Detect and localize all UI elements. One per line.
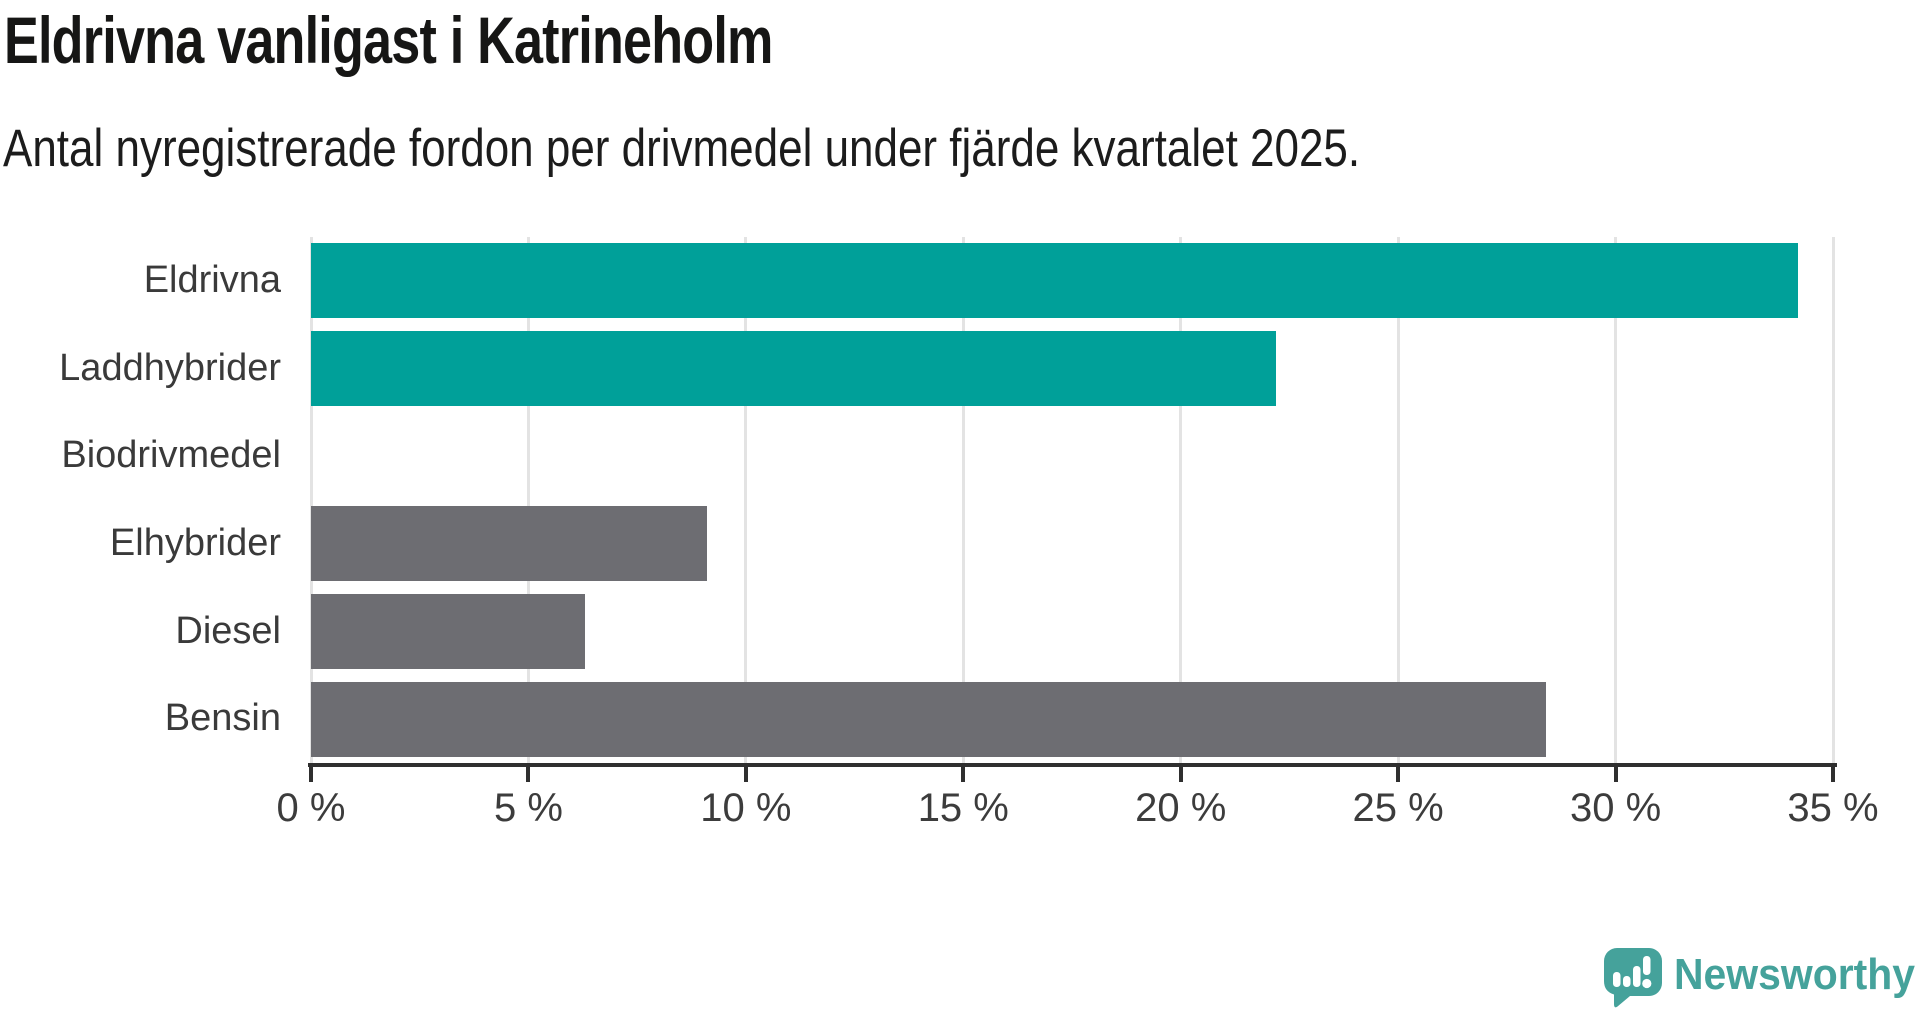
- x-tick-35: [1831, 765, 1835, 782]
- x-tick-label-25: 25 %: [1352, 786, 1444, 830]
- x-tick-label-30: 30 %: [1569, 786, 1662, 830]
- category-label-bensin: Bensin: [164, 697, 281, 740]
- bar-bensin: [311, 681, 1546, 757]
- bar-diesel: [311, 594, 585, 669]
- category-label-diesel: Diesel: [175, 609, 281, 652]
- gridline-30: [1614, 237, 1618, 763]
- newsworthy-logo-text: Newsworthy: [1674, 950, 1916, 999]
- x-tick-label-35: 35 %: [1787, 786, 1879, 830]
- x-tick-25: [1396, 765, 1401, 782]
- x-axis-line: [308, 763, 1837, 767]
- x-tick-15: [961, 765, 966, 782]
- category-label-eldrivna: Eldrivna: [143, 259, 281, 301]
- x-tick-label-5: 5 %: [493, 786, 563, 830]
- gridline-10: [744, 237, 748, 763]
- category-label-elhybrider: Elhybrider: [109, 522, 281, 564]
- gridline-15: [961, 237, 965, 763]
- newsworthy-logo: Newsworthy: [1604, 948, 1920, 1008]
- x-tick-label-10: 10 %: [700, 786, 792, 830]
- newsworthy-speech-bubble-icon: [1604, 948, 1662, 1008]
- x-tick-label-15: 15 %: [917, 786, 1009, 830]
- gridline-35: [1831, 237, 1835, 763]
- x-tick-5: [526, 765, 531, 782]
- bar-laddhybrider: [311, 331, 1277, 406]
- x-tick-10: [743, 765, 748, 782]
- gridline-20: [1179, 237, 1183, 763]
- x-tick-0: [309, 765, 313, 782]
- x-tick-label-0: 0 %: [276, 786, 346, 830]
- bar-eldrivna: [311, 243, 1799, 319]
- gridline-25: [1396, 237, 1400, 763]
- gridline-5: [526, 237, 530, 763]
- gridline-0: [309, 237, 313, 763]
- bar-elhybrider: [311, 506, 707, 582]
- category-axis: Eldrivna Laddhybrider Biodrivmedel Elhybrid…: [0, 237, 281, 763]
- chart-title: Eldrivna vanligast i Katrineholm: [4, 3, 773, 77]
- x-tick-20: [1178, 765, 1183, 782]
- category-label-laddhybrider: Laddhybrider: [59, 346, 281, 389]
- category-label-biodrivmedel: Biodrivmedel: [61, 434, 281, 477]
- chart-subtitle: Antal nyregistrerade fordon per drivmede…: [3, 119, 1361, 178]
- plot-area: [309, 237, 1835, 763]
- x-tick-30: [1613, 765, 1618, 782]
- x-tick-label-20: 20 %: [1135, 786, 1227, 830]
